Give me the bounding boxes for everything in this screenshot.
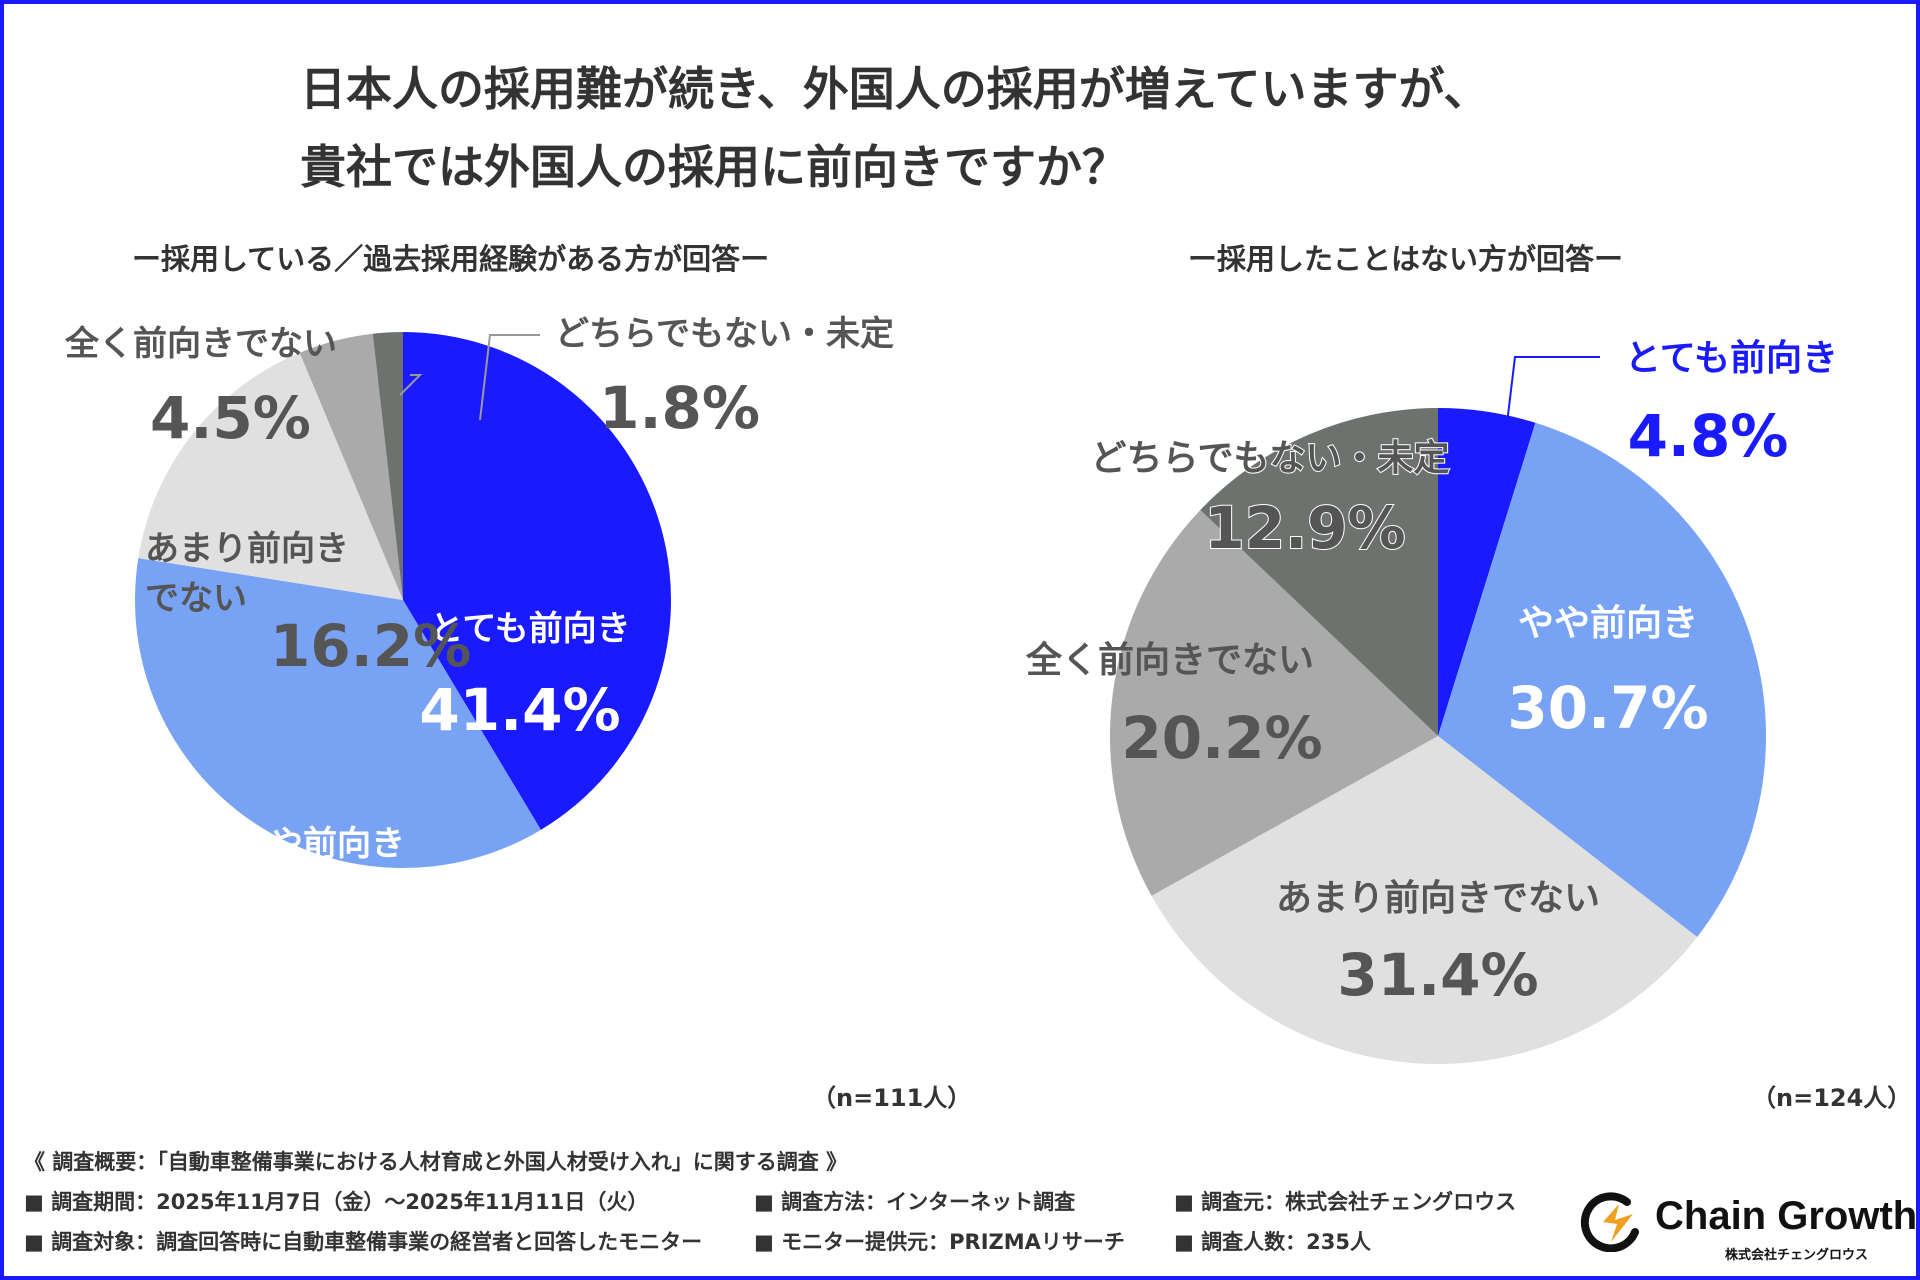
survey-overview: 《 調査概要：「自動車整備事業における人材育成と外国人材受け入れ」に関する調査 … bbox=[24, 1150, 848, 1174]
value-label-not-very-positive: 16.2% bbox=[270, 612, 471, 680]
leader-line-undecided bbox=[479, 334, 540, 421]
survey-source: ■ 調査元：株式会社チェングロウス bbox=[1174, 1190, 1517, 1214]
category-label-not-positive-at-all: 全く前向きでない bbox=[64, 324, 337, 364]
value-label-very-positive: 41.4% bbox=[419, 676, 620, 744]
survey-method: ■ 調査方法：インターネット調査 bbox=[754, 1190, 1076, 1214]
category-label-somewhat-positive: やや前向き bbox=[1518, 603, 1698, 644]
left-chart-subtitle: ー採用している／過去採用経験がある方が回答ー bbox=[132, 242, 770, 276]
survey-period: ■ 調査期間：2025年11月7日（金）〜2025年11月11日（火） bbox=[24, 1190, 649, 1214]
category-label-very-positive: とても前向き bbox=[429, 609, 630, 649]
right-chart-subtitle: ー採用したことはない方が回答ー bbox=[1188, 242, 1624, 276]
pie-slice-very-positive bbox=[1438, 408, 1536, 736]
value-label-not-very-positive: 31.4% bbox=[1337, 941, 1538, 1009]
pie-slice-not-positive-at-all bbox=[1110, 509, 1438, 896]
pie-chart-right: とても前向き 4.8% やや前向き 30.7% あまり前向きでない 31.4% 全く前向きで… bbox=[1025, 338, 1838, 1064]
chain-growth-logo-mark-icon bbox=[1580, 1192, 1639, 1252]
pie-slice-not-positive-at-all bbox=[299, 333, 403, 600]
category-label-somewhat-positive: やや前向き bbox=[235, 824, 405, 864]
logo-subtitle: 株式会社チェングロウス bbox=[1725, 1248, 1869, 1263]
category-label-not-very-positive: あまり前向きでない bbox=[145, 529, 349, 618]
value-label-very-positive: 4.8% bbox=[1628, 402, 1789, 470]
chart-title: 日本人の採用難が続き、外国人の採用が増えていますが、 貴社では外国人の採用に前向… bbox=[300, 50, 1700, 206]
category-label-undecided: どちらでもない・未定 bbox=[555, 314, 894, 354]
survey-target: ■ 調査対象：調査回答時に自動車整備事業の経営者と回答したモニター bbox=[24, 1230, 703, 1254]
survey-footer: 《 調査概要：「自動車整備事業における人材育成と外国人材受け入れ」に関する調査 … bbox=[24, 1142, 1584, 1262]
category-label-very-positive: とても前向き bbox=[1625, 338, 1838, 379]
leader-line-not-positive-at-all bbox=[399, 374, 423, 396]
pie-slice-undecided bbox=[372, 332, 403, 600]
value-label-undecided: 12.9% bbox=[1204, 494, 1405, 562]
left-sample-size: （n=111人） bbox=[812, 1084, 972, 1112]
survey-count: ■ 調査人数：235人 bbox=[1174, 1230, 1371, 1254]
right-sample-size: （n=124人） bbox=[1752, 1084, 1912, 1112]
title-line-2: 貴社では外国人の採用に前向きですか？ bbox=[300, 140, 1128, 194]
leader-line-very-positive bbox=[1504, 356, 1600, 441]
value-label-not-positive-at-all: 4.5% bbox=[150, 384, 311, 452]
pie-slice-somewhat-positive bbox=[134, 558, 541, 869]
survey-provider: ■ モニター提供元：PRIZMAリサーチ bbox=[754, 1230, 1125, 1254]
title-line-1: 日本人の採用難が続き、外国人の採用が増えていますが、 bbox=[300, 62, 1490, 116]
pie-slice-somewhat-positive bbox=[1438, 422, 1766, 938]
logo-name: Chain Growth bbox=[1655, 1194, 1918, 1238]
category-label-not-very-positive: あまり前向きでない bbox=[1276, 878, 1600, 919]
value-label-undecided: 1.8% bbox=[599, 374, 760, 442]
value-label-somewhat-positive: 30.7% bbox=[1507, 674, 1708, 742]
value-label-not-positive-at-all: 20.2% bbox=[1121, 704, 1322, 772]
pie-slice-undecided bbox=[1200, 408, 1438, 736]
pie-slice-not-very-positive bbox=[138, 352, 403, 600]
pie-slice-very-positive bbox=[403, 332, 671, 830]
category-label-undecided: どちらでもない・未定 bbox=[1091, 438, 1450, 479]
value-label-somewhat-positive: 36.1% bbox=[219, 881, 420, 949]
company-logo: Chain Growth 株式会社チェングロウス bbox=[1575, 1192, 1917, 1263]
pie-slice-not-very-positive bbox=[1151, 736, 1698, 1064]
category-label-not-positive-at-all: 全く前向きでない bbox=[1025, 639, 1314, 681]
